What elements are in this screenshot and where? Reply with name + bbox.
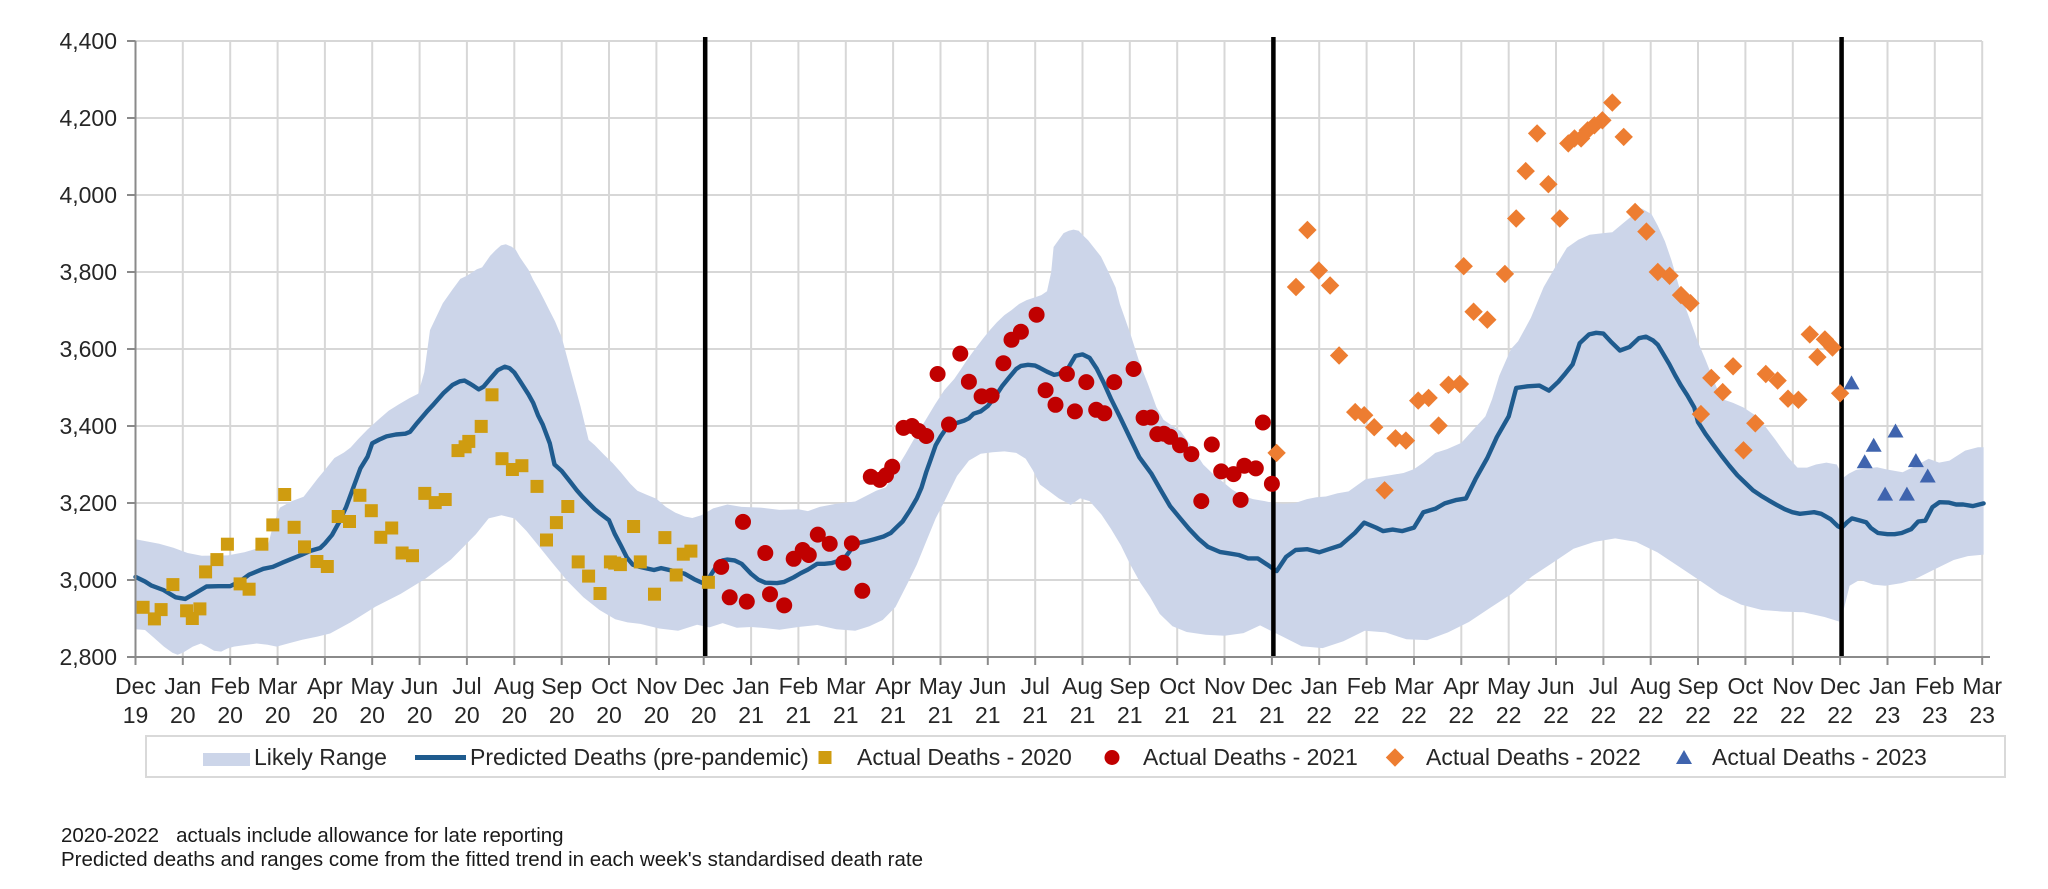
svg-text:Oct: Oct — [591, 673, 627, 699]
svg-text:Sep: Sep — [541, 673, 582, 699]
svg-text:22: 22 — [1827, 702, 1853, 728]
svg-text:Jul: Jul — [452, 673, 481, 699]
svg-text:20: 20 — [549, 702, 575, 728]
svg-text:Aug: Aug — [1630, 673, 1671, 699]
svg-text:Mar: Mar — [258, 673, 298, 699]
svg-text:4,400: 4,400 — [59, 28, 117, 54]
svg-text:Nov: Nov — [636, 673, 677, 699]
svg-text:22: 22 — [1354, 702, 1380, 728]
svg-text:Jul: Jul — [1020, 673, 1049, 699]
svg-text:Sep: Sep — [1109, 673, 1150, 699]
svg-text:4,200: 4,200 — [59, 105, 117, 131]
svg-text:3,800: 3,800 — [59, 259, 117, 285]
svg-text:21: 21 — [738, 702, 764, 728]
svg-text:22: 22 — [1401, 702, 1427, 728]
svg-text:20: 20 — [596, 702, 622, 728]
svg-text:Jun: Jun — [401, 673, 438, 699]
svg-text:20: 20 — [170, 702, 196, 728]
svg-text:Nov: Nov — [1204, 673, 1245, 699]
svg-text:20: 20 — [217, 702, 243, 728]
svg-text:Actual Deaths - 2022: Actual Deaths - 2022 — [1426, 744, 1641, 770]
svg-text:Nov: Nov — [1772, 673, 1813, 699]
svg-text:21: 21 — [1212, 702, 1238, 728]
svg-text:Feb: Feb — [210, 673, 250, 699]
svg-text:21: 21 — [1022, 702, 1048, 728]
svg-text:23: 23 — [1922, 702, 1948, 728]
svg-text:21: 21 — [928, 702, 954, 728]
svg-text:Dec: Dec — [115, 673, 156, 699]
svg-text:23: 23 — [1875, 702, 1901, 728]
svg-text:21: 21 — [1164, 702, 1190, 728]
svg-text:22: 22 — [1591, 702, 1617, 728]
svg-text:Jan: Jan — [733, 673, 770, 699]
svg-text:22: 22 — [1496, 702, 1522, 728]
svg-text:22: 22 — [1306, 702, 1332, 728]
svg-text:Mar: Mar — [1962, 673, 2002, 699]
svg-text:Aug: Aug — [1062, 673, 1103, 699]
svg-text:May: May — [350, 673, 394, 699]
svg-text:22: 22 — [1543, 702, 1569, 728]
svg-text:Jan: Jan — [1301, 673, 1338, 699]
svg-text:Oct: Oct — [1728, 673, 1764, 699]
svg-text:20: 20 — [502, 702, 528, 728]
svg-text:3,400: 3,400 — [59, 413, 117, 439]
svg-text:Apr: Apr — [875, 673, 911, 699]
svg-text:Jun: Jun — [969, 673, 1006, 699]
svg-text:20: 20 — [454, 702, 480, 728]
svg-text:21: 21 — [1259, 702, 1285, 728]
svg-text:May: May — [919, 673, 963, 699]
svg-text:22: 22 — [1449, 702, 1475, 728]
svg-text:Feb: Feb — [1915, 673, 1955, 699]
svg-text:23: 23 — [1969, 702, 1995, 728]
svg-text:20: 20 — [312, 702, 338, 728]
svg-text:20: 20 — [265, 702, 291, 728]
svg-text:Feb: Feb — [1347, 673, 1387, 699]
svg-text:Sep: Sep — [1678, 673, 1719, 699]
svg-text:Actual Deaths - 2021: Actual Deaths - 2021 — [1143, 744, 1358, 770]
svg-text:Feb: Feb — [779, 673, 819, 699]
svg-text:4,000: 4,000 — [59, 182, 117, 208]
svg-text:22: 22 — [1685, 702, 1711, 728]
svg-text:Actual Deaths - 2023: Actual Deaths - 2023 — [1712, 744, 1927, 770]
svg-text:Oct: Oct — [1159, 673, 1195, 699]
svg-text:20: 20 — [644, 702, 670, 728]
svg-text:Dec: Dec — [683, 673, 724, 699]
svg-text:Predicted Deaths (pre-pandemic: Predicted Deaths (pre-pandemic) — [470, 744, 809, 770]
svg-text:21: 21 — [1070, 702, 1096, 728]
svg-text:May: May — [1487, 673, 1531, 699]
svg-text:Actual Deaths - 2020: Actual Deaths - 2020 — [857, 744, 1072, 770]
svg-text:Jan: Jan — [164, 673, 201, 699]
svg-text:22: 22 — [1780, 702, 1806, 728]
svg-text:Likely Range: Likely Range — [254, 744, 387, 770]
svg-text:Jun: Jun — [1537, 673, 1574, 699]
svg-text:21: 21 — [975, 702, 1001, 728]
svg-text:20: 20 — [359, 702, 385, 728]
svg-text:Apr: Apr — [307, 673, 343, 699]
svg-text:Jul: Jul — [1589, 673, 1618, 699]
svg-text:Predicted deaths and ranges co: Predicted deaths and ranges come from th… — [61, 848, 923, 871]
svg-text:3,200: 3,200 — [59, 490, 117, 516]
svg-text:Mar: Mar — [826, 673, 866, 699]
svg-text:20: 20 — [691, 702, 717, 728]
svg-text:21: 21 — [1117, 702, 1143, 728]
svg-text:22: 22 — [1638, 702, 1664, 728]
svg-text:Aug: Aug — [494, 673, 535, 699]
svg-text:Apr: Apr — [1443, 673, 1479, 699]
svg-text:3,600: 3,600 — [59, 336, 117, 362]
svg-text:Jan: Jan — [1869, 673, 1906, 699]
svg-text:Mar: Mar — [1394, 673, 1434, 699]
svg-text:20: 20 — [407, 702, 433, 728]
svg-text:19: 19 — [123, 702, 149, 728]
svg-text:Dec: Dec — [1820, 673, 1861, 699]
svg-text:2020-2022 actuals include al: 2020-2022 actuals include allowance for … — [61, 824, 564, 847]
svg-text:21: 21 — [786, 702, 812, 728]
svg-text:21: 21 — [880, 702, 906, 728]
svg-text:2,800: 2,800 — [59, 644, 117, 670]
svg-text:22: 22 — [1733, 702, 1759, 728]
svg-text:21: 21 — [833, 702, 859, 728]
svg-text:Dec: Dec — [1251, 673, 1292, 699]
svg-text:3,000: 3,000 — [59, 567, 117, 593]
